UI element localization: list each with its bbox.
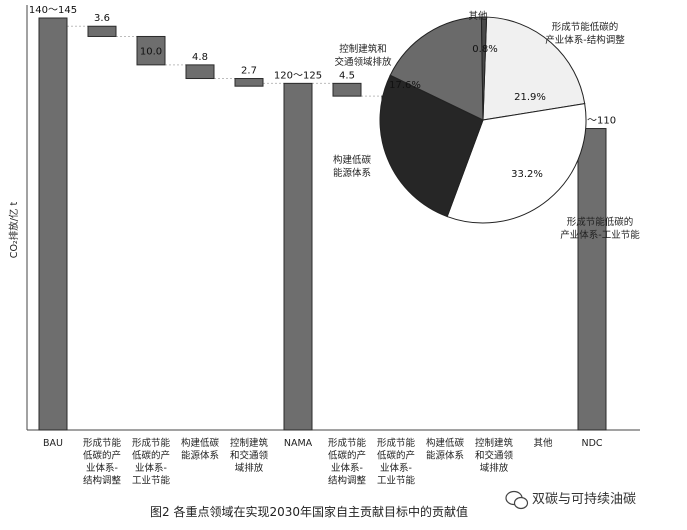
total-label-11: 105～110 [568, 116, 616, 127]
category-label-4: 控制建筑和交通领域排放 [230, 437, 269, 474]
category-label-line: 低碳的产 [83, 450, 121, 462]
category-label-line: 域排放 [235, 462, 264, 474]
category-label-line: 控制建筑 [230, 437, 269, 449]
category-label-8: 构建低碳能源体系 [426, 437, 465, 462]
category-label-line: 工业节能 [132, 475, 171, 487]
category-label-1: 形成节能低碳的产业体系-结构调整 [83, 437, 122, 487]
category-label-line: 形成节能 [132, 437, 171, 449]
pie-label-line: 其他 [468, 10, 488, 22]
value-label-3: 4.8 [192, 52, 208, 63]
category-label-line: 业体系- [380, 462, 412, 474]
pie-chart: 21.9%形成节能低碳的产业体系-结构调整33.2%形成节能低碳的产业体系-工业… [333, 10, 640, 241]
category-label-line: 控制建筑 [475, 437, 514, 449]
total-label-0: 140～145 [29, 5, 77, 16]
delta-bar-6 [332, 82, 362, 97]
value-label-6: 4.5 [339, 70, 355, 81]
total-bar-0 [38, 17, 68, 431]
value-label-1: 3.6 [94, 13, 110, 24]
category-label-9: 控制建筑和交通领域排放 [475, 437, 514, 474]
category-label-line: 形成节能 [83, 437, 122, 449]
pie-percent-0: 21.9% [514, 92, 546, 103]
category-label-line: 业体系- [86, 462, 118, 474]
category-label-line: 构建低碳 [426, 437, 465, 449]
category-label-line: 工业节能 [377, 475, 416, 487]
value-label-2: 10.0 [140, 47, 162, 58]
pie-slice-3 [389, 16, 484, 121]
category-label-line: 低碳的产 [377, 450, 415, 462]
pie-percent-4: 0.8% [472, 44, 497, 55]
category-label-line: 业体系- [135, 462, 167, 474]
pie-percent-1: 33.2% [511, 169, 543, 180]
pie-label-line: 产业体系-结构调整 [545, 34, 625, 46]
watermark-text: 双碳与可持续油碳 [532, 492, 636, 507]
category-label-line: BAU [43, 438, 63, 449]
delta-bar-3 [185, 64, 215, 80]
delta-bar-2 [136, 35, 166, 66]
pie-label-line: 能源体系 [333, 167, 371, 179]
category-label-line: 能源体系 [426, 450, 464, 462]
y-axis-label: CO₂排放/亿 t [8, 202, 20, 259]
category-label-line: 其他 [533, 437, 553, 449]
pie-slice-0 [482, 16, 586, 121]
category-label-6: 形成节能低碳的产业体系-结构调整 [328, 437, 367, 487]
wechat-icon [505, 490, 529, 510]
pie-label-line: 产业体系-工业节能 [560, 229, 640, 241]
waterfall-bars: 140～1453.610.04.82.7120～1254.52.35.03.80… [29, 5, 616, 431]
category-label-2: 形成节能低碳的产业体系-工业节能 [132, 437, 171, 487]
pie-slice-1 [446, 103, 587, 224]
category-label-line: NAMA [284, 438, 313, 449]
category-label-line: 域排放 [480, 462, 509, 474]
pie-label-line: 构建低碳 [333, 154, 372, 166]
category-label-line: 结构调整 [328, 475, 367, 487]
category-label-3: 构建低碳能源体系 [181, 437, 220, 462]
category-label-line: 和交通领 [230, 450, 269, 462]
pie-label-line: 控制建筑和 [339, 43, 387, 55]
pie-label-1: 形成节能低碳的产业体系-工业节能 [560, 216, 640, 241]
category-label-line: 形成节能 [328, 437, 367, 449]
category-label-line: NDC [581, 438, 602, 449]
delta-bar-4 [234, 78, 264, 87]
pie-label-2: 构建低碳能源体系 [333, 154, 372, 179]
category-label-line: 低碳的产 [328, 450, 366, 462]
category-labels: BAU 形成节能低碳的产业体系-结构调整形成节能低碳的产业体系-工业节能构建低碳能… [43, 437, 603, 487]
watermark: 双碳与可持续油碳 [505, 490, 636, 510]
total-label-5: 120～125 [274, 70, 322, 81]
pie-label-line: 交通领域排放 [334, 56, 392, 68]
category-label-7: 形成节能低碳的产业体系-工业节能 [377, 437, 416, 487]
pie-label-0: 形成节能低碳的产业体系-结构调整 [545, 21, 625, 46]
waterfall-chart: CO₂排放/亿 t 140～145 3.6 10.0 4.8 2.7 120～125 4.5… [8, 5, 640, 487]
pie-label-line: 形成节能低碳的 [552, 21, 619, 33]
figure-caption: 图2 各重点领域在实现2030年国家自主贡献目标中的贡献值 [150, 504, 468, 519]
category-label-line: 结构调整 [83, 475, 122, 487]
category-label-line: 构建低碳 [181, 437, 220, 449]
pie-percent-3: 17.6% [389, 80, 421, 91]
category-label-10: 其他 [533, 437, 553, 449]
pie-label-3: 控制建筑和交通领域排放 [334, 43, 392, 68]
total-bar-5 [283, 82, 313, 431]
pie-slice-2 [379, 74, 484, 218]
category-label-line: 低碳的产 [132, 450, 170, 462]
category-label-line: 能源体系 [181, 450, 219, 462]
category-label-0: BAU [43, 438, 63, 449]
pie-slice-4 [480, 16, 488, 121]
category-label-11: NDC [581, 438, 602, 449]
category-label-line: 业体系- [331, 462, 363, 474]
value-label-4: 2.7 [241, 66, 257, 77]
total-bar-11 [577, 128, 607, 431]
category-label-line: 和交通领 [475, 450, 514, 462]
pie-label-line: 形成节能低碳的 [567, 216, 634, 228]
category-label-5: NAMA [284, 438, 313, 449]
delta-bar-1 [87, 25, 117, 37]
category-label-line: 形成节能 [377, 437, 416, 449]
pie-label-4: 其他 [468, 10, 488, 22]
